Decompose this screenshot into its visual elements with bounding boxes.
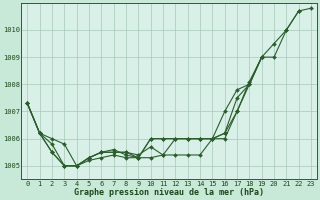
X-axis label: Graphe pression niveau de la mer (hPa): Graphe pression niveau de la mer (hPa) (74, 188, 264, 197)
